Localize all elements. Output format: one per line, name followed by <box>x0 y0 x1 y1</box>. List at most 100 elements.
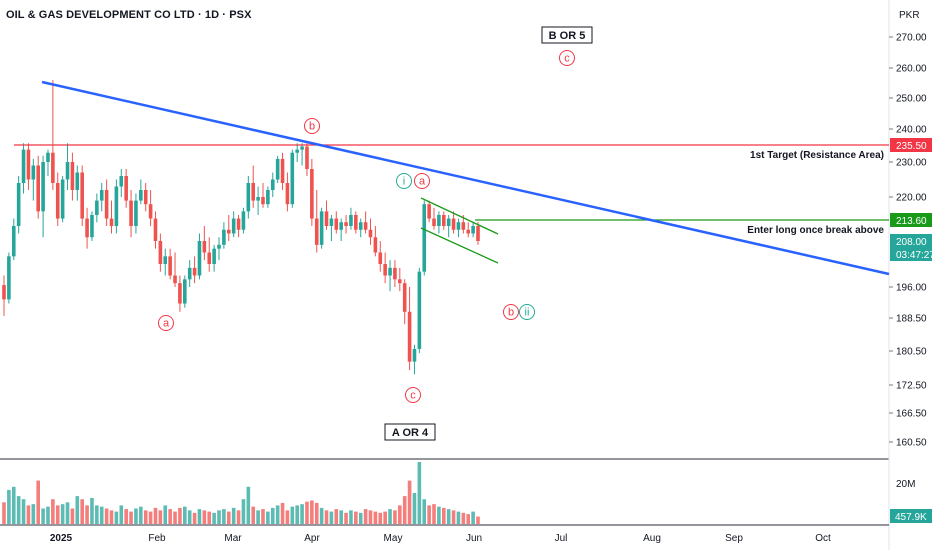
volume-bar <box>212 512 216 524</box>
volume-bar <box>143 510 148 524</box>
volume-bar <box>378 512 383 524</box>
candle-body <box>222 229 226 245</box>
volume-bar <box>319 507 324 524</box>
candle-body <box>143 190 148 205</box>
price-tag-countdown <box>890 247 932 261</box>
volume-bar <box>75 496 80 524</box>
price-tag-breakout <box>890 213 932 227</box>
volume-bar <box>256 510 260 524</box>
volume-bar <box>251 506 256 524</box>
candle-body <box>85 218 89 238</box>
interval-label[interactable]: 1D <box>204 9 220 21</box>
candle-body <box>31 165 36 180</box>
candle-body <box>466 229 471 234</box>
candle-body <box>109 218 114 226</box>
volume-bar <box>427 505 431 524</box>
candle-body <box>402 283 407 312</box>
candle-body <box>114 186 119 226</box>
time-tick-label: Jun <box>466 533 482 544</box>
volume-bar <box>295 505 299 524</box>
candle-body <box>329 218 334 226</box>
channel-bottom-line[interactable] <box>420 227 499 264</box>
volume-bar <box>124 509 128 524</box>
time-tick-label: 2025 <box>50 533 73 544</box>
wave-label-b-mar: b <box>309 121 315 133</box>
volume-bar <box>246 486 251 524</box>
volume-bar <box>417 462 422 524</box>
candle-body <box>422 204 427 272</box>
candle-body <box>148 204 153 219</box>
wave-label-c-may: c <box>410 390 416 402</box>
volume-bar <box>60 504 65 524</box>
descending-trendline[interactable] <box>41 80 890 276</box>
volume-bar <box>368 510 373 524</box>
candle-body <box>70 162 75 190</box>
volume-bar <box>148 511 153 524</box>
wave-label-a-jan-circle <box>158 315 174 331</box>
price-tick-label: 270.00 <box>896 33 927 44</box>
wave-label-b-mar-circle <box>304 118 320 134</box>
volume-bar <box>51 499 55 524</box>
price-tick-label: 160.50 <box>896 438 927 449</box>
wave-label-c-top: c <box>564 53 570 65</box>
volume-bar <box>241 499 246 524</box>
volume-bar <box>158 510 163 524</box>
volume-bar <box>407 480 412 524</box>
candle-body <box>153 218 158 241</box>
box-a-or-4-frame <box>384 423 436 441</box>
candle-body <box>187 267 192 280</box>
volume-bar <box>109 510 114 524</box>
candle-body <box>461 222 466 230</box>
volume-bar <box>217 510 221 524</box>
volume-bar <box>305 501 309 524</box>
candle-body <box>236 218 241 230</box>
candle-body <box>437 214 441 226</box>
price-tag-breakout-label: 213.60 <box>896 216 927 227</box>
volume-bar <box>2 502 6 524</box>
label-enter-long: Enter long once break above <box>747 225 884 236</box>
candle-body <box>310 169 314 219</box>
candle-body <box>383 264 387 276</box>
candle-body <box>378 252 383 264</box>
volume-bar <box>11 486 16 524</box>
candle-body <box>11 226 16 257</box>
wave-label-i-circle <box>396 173 412 189</box>
candle-body <box>231 218 236 234</box>
candle-body <box>183 279 187 304</box>
candle-body <box>197 241 202 276</box>
time-axis[interactable]: 2025 Feb Mar Apr May Jun Jul Aug Sep Oct <box>50 533 831 544</box>
wave-label-b-jun-circle <box>503 304 519 320</box>
price-tick-label: 230.00 <box>896 158 927 169</box>
candle-body <box>168 256 172 276</box>
volume-bar <box>187 510 192 524</box>
volume-bar <box>119 505 124 524</box>
volume-bars <box>2 462 480 524</box>
volume-bar <box>99 506 104 524</box>
candle-body <box>75 172 80 190</box>
volume-bar <box>344 512 348 524</box>
price-tick-label: 166.50 <box>896 409 927 420</box>
price-tick-label: 172.50 <box>896 381 927 392</box>
candle-body <box>90 214 94 238</box>
price-axis[interactable]: 270.00 260.00 250.00 240.00 230.00 220.00 196.… <box>889 33 932 524</box>
time-tick-label: Aug <box>643 533 661 544</box>
volume-bar <box>168 509 172 524</box>
box-b-or-5-frame <box>541 26 593 44</box>
volume-bar <box>280 502 285 524</box>
price-tick-label: 250.00 <box>896 94 927 105</box>
box-a-or-4: A OR 4 <box>392 427 429 439</box>
candle-body <box>60 179 65 219</box>
volume-bar <box>471 511 475 524</box>
candle-body <box>334 218 339 230</box>
drawings[interactable] <box>14 80 890 276</box>
time-tick-label: Feb <box>148 533 166 544</box>
volume-bar <box>432 504 436 524</box>
price-tick-label: 220.00 <box>896 193 927 204</box>
volume-bar <box>383 511 387 524</box>
channel-top-line[interactable] <box>420 197 499 235</box>
volume-bar <box>261 509 265 524</box>
volume-bar <box>363 509 368 524</box>
wave-label-a-may: a <box>419 176 426 188</box>
price-tick-label: 260.00 <box>896 64 927 75</box>
